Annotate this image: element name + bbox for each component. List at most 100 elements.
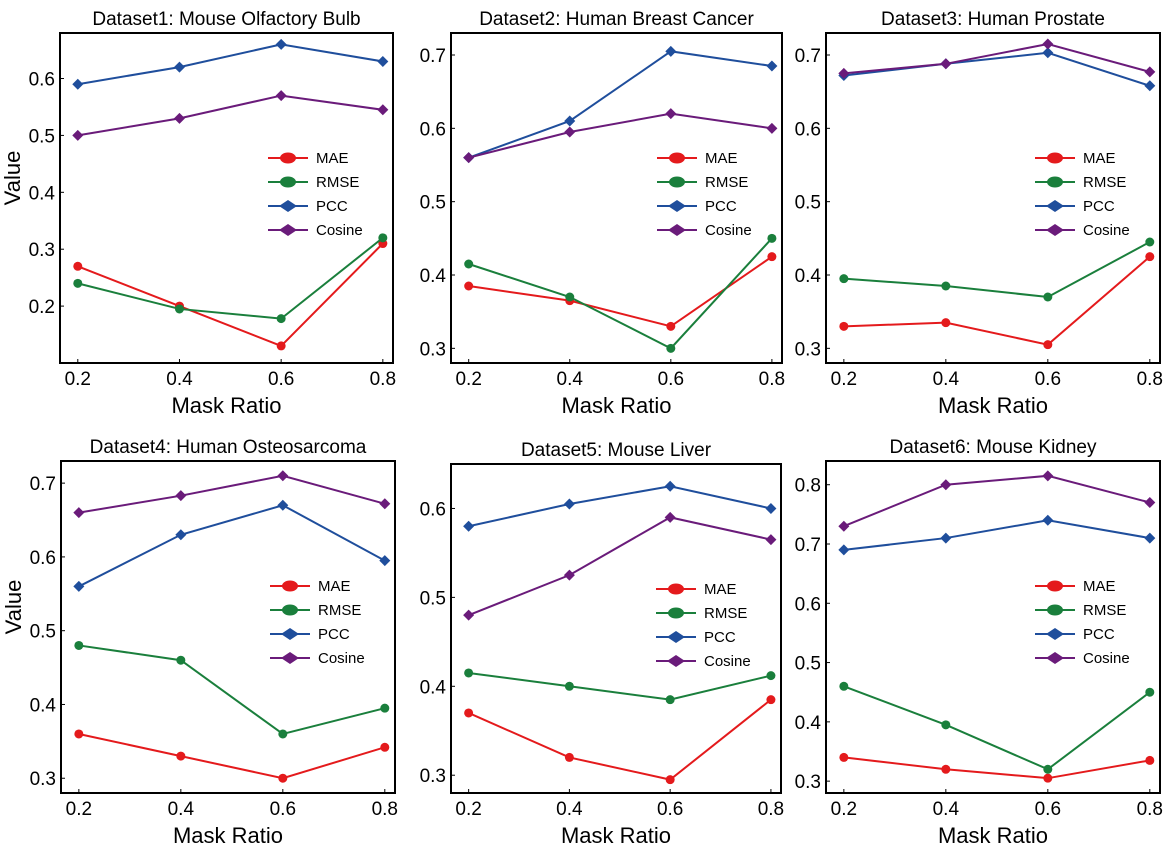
x-axis-label: Mask Ratio [171,393,281,418]
data-point [73,261,83,271]
series-cosine [463,108,778,164]
data-point [380,742,390,752]
series-rmse [839,681,1155,774]
data-point [174,304,184,314]
y-tick-label: 0.6 [30,548,56,569]
legend-label: PCC [316,198,348,215]
y-tick-label: 0.4 [795,266,822,287]
x-tick-label: 0.6 [1035,369,1061,390]
data-point [839,681,849,691]
series-mae [74,729,390,783]
data-point [564,115,576,127]
data-point [275,38,287,50]
series-line-rmse [78,644,386,736]
panel-3: Dataset3: Human Prostate 0.3 0.4 0.5 0.6 0.7 0… [795,9,1163,418]
data-point [378,233,388,243]
data-point [564,752,574,762]
data-point [666,321,676,331]
series-pcc [463,480,777,532]
series-line-rmse [843,241,1151,299]
series-line-pcc [468,485,772,528]
series-line-rmse [468,237,773,350]
series-rmse [73,233,388,324]
series-line-pcc [843,51,1151,87]
legend: MAE RMSE PCC Cosine [270,578,365,667]
data-point [1145,237,1155,247]
x-tick-label: 0.8 [758,799,784,820]
plot-frame [450,463,782,794]
y-tick-label: 0.3 [30,769,56,790]
x-tick-label: 0.8 [1137,369,1163,390]
x-tick-label: 0.4 [556,799,583,820]
y-tick-label: 0.7 [795,46,821,67]
data-point [1043,340,1053,350]
x-axis-label: Mask Ratio [938,393,1048,418]
data-point [839,274,849,284]
legend: MAE RMSE PCC Cosine [1035,150,1130,239]
data-point [380,703,390,713]
y-tick-label: 0.4 [420,677,447,698]
x-tick-label: 0.2 [455,369,481,390]
series-line-mae [843,255,1151,346]
data-point [941,281,951,291]
x-tick-label: 0.4 [933,799,960,820]
y-tick-label: 0.3 [420,766,446,787]
legend-label: Cosine [1083,650,1130,667]
y-tick-label: 0.5 [29,126,55,147]
data-point [175,529,187,541]
legend-marker [282,604,298,616]
y-tick-label: 0.4 [29,183,56,204]
x-tick-label: 0.4 [166,369,193,390]
legend-label: MAE [318,578,351,595]
data-point [175,490,187,502]
data-point [377,55,389,67]
series-cosine [838,470,1156,532]
series-line-rmse [468,671,772,701]
data-point [665,108,677,120]
y-tick-label: 0.3 [420,339,446,360]
y-tick-label: 0.5 [795,654,821,675]
plot-frame [59,32,394,364]
data-point [464,259,474,269]
legend-label: MAE [1083,578,1116,595]
data-point [463,152,475,164]
x-tick-label: 0.6 [270,799,296,820]
data-point [839,752,849,762]
data-point [379,555,391,567]
x-axis-label: Mask Ratio [173,823,283,848]
data-point [1043,292,1053,302]
data-point [665,695,675,705]
x-tick-label: 0.2 [455,799,481,820]
series-line-mae [468,255,773,328]
data-point [838,544,850,556]
legend-label: RMSE [1083,602,1126,619]
data-point [73,507,85,519]
legend: MAE RMSE PCC Cosine [268,150,363,239]
series-mae [464,252,777,331]
data-point [73,278,83,288]
panel-1: Dataset1: Mouse Olfactory Bulb 0.2 0.3 0.4 0… [0,9,396,418]
x-tick-label: 0.8 [1137,799,1163,820]
data-point [74,729,84,739]
plot-frame [825,32,1161,364]
series-line-rmse [843,685,1151,771]
data-point [1042,514,1054,526]
data-point [941,764,951,774]
x-tick-label: 0.8 [372,799,398,820]
data-point [72,78,84,90]
data-point [276,314,286,324]
series-line-cosine [843,474,1151,528]
panel-4: Dataset4: Human Osteosarcoma 0.3 0.4 0.5 0.6… [1,437,398,848]
legend-marker [1047,580,1063,592]
y-axis-label: Value [0,151,25,206]
legend-label: Cosine [704,653,751,670]
legend-label: MAE [704,581,737,598]
y-tick-label: 0.5 [795,193,821,214]
y-tick-label: 0.3 [29,240,55,261]
y-tick-label: 0.6 [420,499,446,520]
data-point [564,681,574,691]
y-axis-label: Value [1,580,26,635]
legend-marker [668,607,684,619]
y-tick-label: 0.5 [30,622,56,643]
y-tick-label: 0.8 [795,476,821,497]
